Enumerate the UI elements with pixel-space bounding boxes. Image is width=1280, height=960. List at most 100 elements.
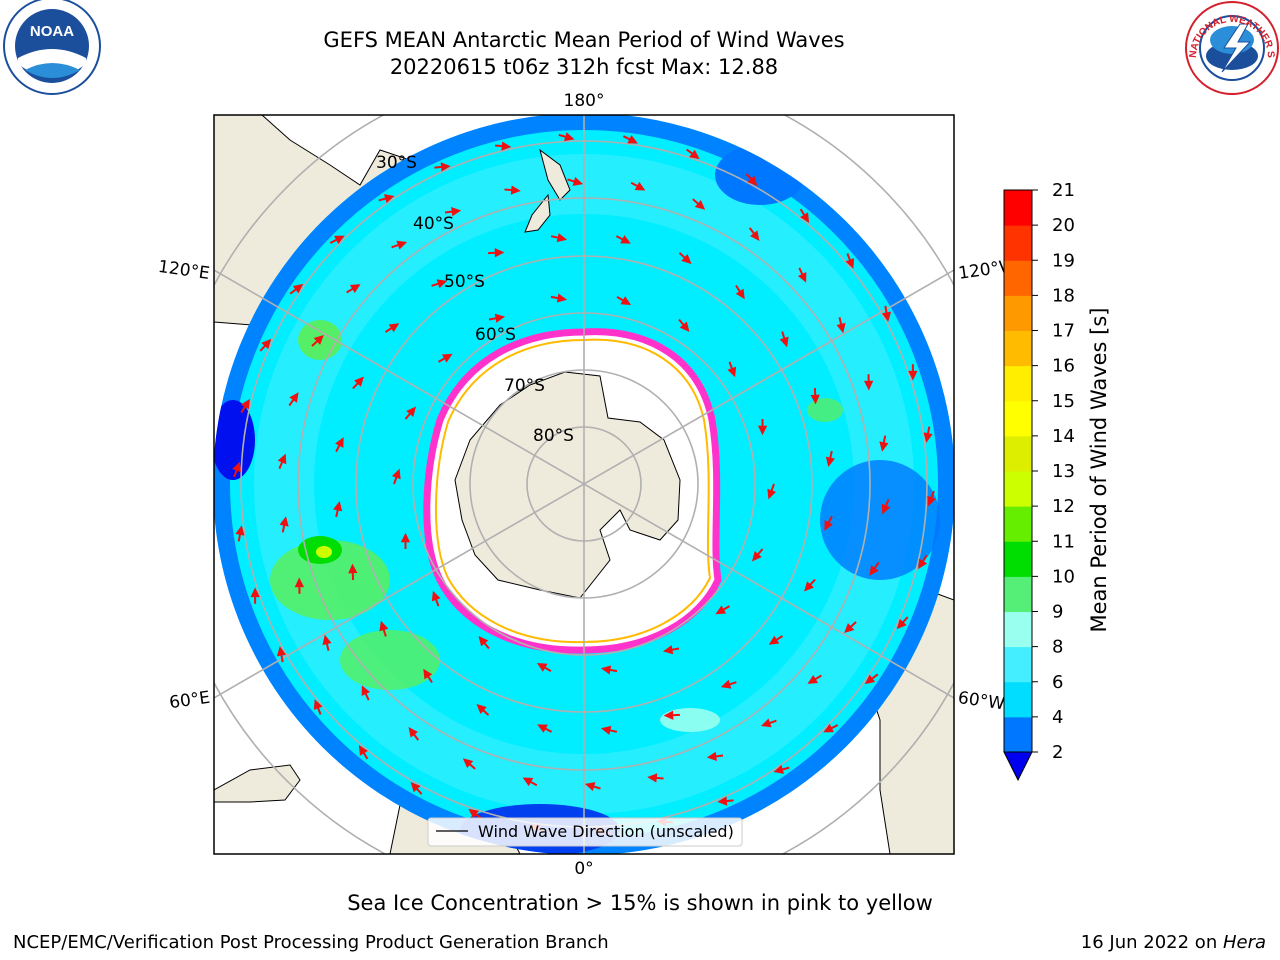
wave-direction-arrow (630, 181, 646, 191)
wave-direction-arrow (751, 548, 764, 562)
lon-label-0: 0° (574, 859, 593, 879)
wave-direction-arrow (423, 668, 433, 684)
lon-label-60e: 60°E (168, 688, 211, 713)
wave-direction-arrow (333, 500, 343, 518)
lat-label-80s: 80°S (533, 426, 574, 446)
colorbar-tick-label: 8 (1052, 637, 1063, 658)
wave-direction-arrow (404, 406, 417, 420)
wave-direction-arrow (431, 590, 441, 607)
colorbar-band (1004, 471, 1032, 507)
wave-direction-arrow (807, 674, 822, 684)
wave-direction-arrow (844, 621, 857, 634)
wave-direction-arrow (600, 665, 618, 675)
wave-direction-arrow (663, 710, 680, 720)
wave-direction-arrow (322, 634, 332, 651)
colorbar-band (1004, 541, 1032, 577)
wave-direction-arrow (735, 284, 745, 300)
wave-direction-arrow (379, 620, 389, 637)
svg-text:NATIONAL WEATHER SERVICE: NATIONAL WEATHER SERVICE (0, 0, 1276, 59)
wave-direction-arrow (437, 353, 453, 363)
wave-direction-arrow (294, 577, 305, 594)
wave-direction-arrow (927, 490, 936, 507)
wave-direction-arrow (773, 764, 790, 774)
colorbar-band (1004, 400, 1032, 437)
colorbar-band (1004, 646, 1032, 683)
wave-direction-arrow (869, 561, 880, 576)
colorbar-band (1004, 225, 1032, 261)
wave-direction-arrow (335, 437, 344, 453)
footer-date: 16 Jun 2022 on Hera (1081, 932, 1266, 953)
map-frame (213, 114, 955, 855)
wave-direction-arrow (444, 207, 462, 217)
colorbar-extend (1003, 751, 1033, 782)
colorbar-band (1004, 681, 1032, 718)
wave-direction-arrow (797, 267, 807, 283)
wave-direction-arrow (240, 398, 250, 414)
lat-label-30s: 30°S (376, 153, 417, 173)
wave-direction-arrow (881, 499, 891, 515)
wave-direction-arrow (276, 646, 287, 663)
wave-direction-arrow (863, 374, 874, 391)
footer-date-text: 16 Jun 2022 on (1080, 932, 1223, 953)
wave-direction-arrow (799, 208, 810, 223)
wave-direction-arrow (686, 148, 700, 160)
wave-direction-arrow (250, 587, 260, 604)
wave-direction-arrow (277, 453, 287, 469)
colorbar-tick-label: 17 (1052, 321, 1075, 342)
lat-label-70s: 70°S (504, 376, 545, 396)
colorbar-tick-label: 2 (1052, 742, 1063, 763)
wave-direction-arrow (584, 782, 601, 792)
wave-direction-arrow (488, 248, 505, 258)
wave-direction-arrow (616, 296, 632, 306)
wave-direction-arrow (567, 176, 584, 186)
colorbar-band (1004, 365, 1032, 402)
colorbar-band (1004, 506, 1032, 542)
chart-title: GEFS MEAN Antarctic Mean Period of Wind … (323, 28, 845, 52)
wave-direction-arrow (757, 419, 768, 436)
lat-label-60s: 60°S (475, 325, 516, 345)
wave-direction-arrow (864, 673, 879, 685)
legend-label: Wind Wave Direction (unscaled) (478, 822, 734, 841)
colorbar-label: Mean Period of Wind Waves [s] (1087, 308, 1111, 633)
colorbar-band (1004, 576, 1032, 612)
colorbar-tick-label: 13 (1052, 461, 1075, 482)
wave-direction-arrow (235, 525, 245, 542)
wave-direction-arrow (462, 758, 476, 770)
wave-direction-arrow (550, 233, 568, 243)
wave-direction-arrow (879, 435, 889, 452)
antarctica-land (454, 371, 681, 599)
colorbar-band (1004, 611, 1032, 648)
wave-direction-arrow (678, 318, 690, 332)
lon-label-120e: 120°E (157, 257, 211, 284)
nws-logo: NATIONAL WEATHER SERVICE (0, 0, 1279, 95)
lat-label-40s: 40°S (413, 214, 454, 234)
wave-direction-arrow (779, 331, 789, 348)
wave-direction-arrow (313, 699, 323, 715)
colorbar-tick-label: 11 (1052, 531, 1075, 552)
colorbar-band (1004, 295, 1032, 331)
colorbar: 2 4 6 8 9 10 11 12 13 14 15 16 17 18 19 20 21 (1003, 180, 1075, 782)
wave-direction-arrow (760, 718, 777, 728)
colorbar-band (1004, 260, 1032, 296)
wave-direction-arrow (378, 194, 395, 204)
wind-wave-arrows (232, 132, 936, 836)
wave-direction-arrow (662, 645, 680, 655)
wave-direction-arrow (550, 293, 568, 303)
wave-direction-arrow (311, 334, 324, 347)
wave-direction-arrow (352, 376, 364, 390)
colorbar-band (1004, 330, 1032, 367)
wave-direction-arrow (647, 773, 664, 783)
wave-direction-arrow (384, 323, 400, 333)
wave-direction-arrow (329, 235, 345, 245)
colorbar-tick-label: 10 (1052, 566, 1075, 587)
colorbar-tick-label: 12 (1052, 496, 1075, 517)
noaa-logo: NOAA NATIONAL OCEANIC AND ATMOSPHERIC AD… (0, 0, 101, 95)
wave-direction-arrow (825, 450, 835, 468)
wave-direction-arrow (804, 578, 816, 592)
footer-credit: NCEP/EMC/Verification Post Processing Pr… (13, 932, 609, 953)
wave-direction-arrow (678, 252, 692, 264)
wave-direction-arrow (346, 284, 361, 294)
colorbar-tick-label: 20 (1052, 215, 1075, 236)
wave-direction-arrow (727, 361, 737, 378)
wave-direction-arrow (288, 392, 299, 407)
